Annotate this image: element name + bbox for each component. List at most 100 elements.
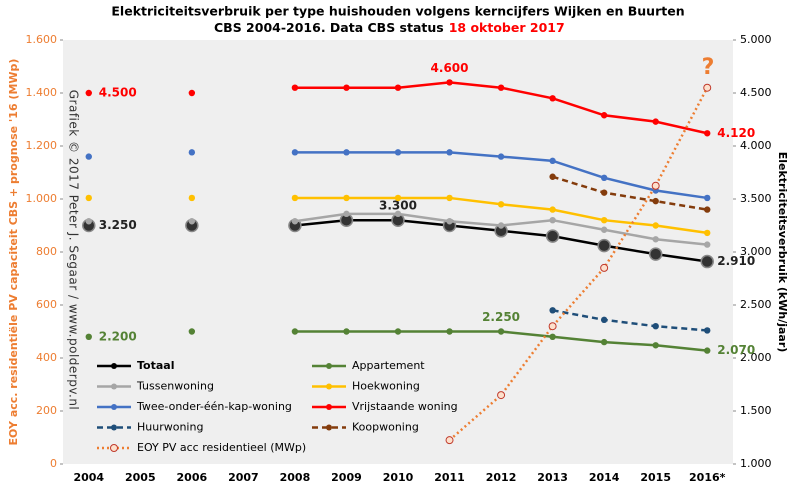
marker [446, 328, 453, 335]
y-axis-title: EOY acc. residentiële PV capaciteit CBS … [7, 59, 20, 446]
marker [700, 254, 714, 269]
marker [600, 263, 609, 272]
marker [446, 79, 453, 86]
marker [600, 217, 608, 224]
y-tick-label: 200 [36, 404, 57, 417]
marker [652, 323, 659, 330]
marker [446, 194, 453, 202]
marker [394, 149, 402, 156]
marker [497, 84, 505, 91]
marker [703, 83, 712, 92]
marker [704, 347, 711, 354]
legend-marker [326, 383, 332, 390]
marker [549, 333, 556, 340]
chart-title: Elektriciteitsverbruik per type huishoud… [111, 4, 684, 19]
x-tick-label: 2008 [280, 471, 311, 484]
marker [85, 153, 92, 160]
y2-tick-label: 2.000 [740, 351, 772, 364]
marker [394, 328, 402, 335]
marker [651, 181, 660, 190]
marker [600, 189, 608, 196]
legend-label: Vrijstaande woning [352, 400, 458, 413]
marker [704, 229, 711, 237]
marker [343, 84, 350, 91]
y2-tick-label: 3.000 [740, 245, 772, 258]
marker [85, 333, 92, 340]
annotation: ? [702, 55, 715, 80]
y2-tick-label: 3.500 [740, 192, 772, 205]
subtitle-date: 18 oktober 2017 [449, 20, 565, 35]
marker [549, 307, 556, 314]
data-label: 2.200 [99, 329, 137, 343]
marker [648, 247, 663, 261]
legend-marker [326, 424, 332, 431]
legend-marker [111, 424, 117, 431]
marker [497, 222, 505, 229]
x-tick-label: 2005 [125, 471, 156, 484]
marker [394, 210, 402, 218]
x-tick-label: 2009 [331, 471, 362, 484]
y-tick-label: 1.400 [26, 86, 58, 99]
y2-tick-label: 1.500 [740, 404, 772, 417]
marker [704, 130, 711, 137]
marker [85, 194, 92, 202]
marker [343, 210, 350, 218]
x-tick-label: 2011 [434, 471, 465, 484]
y-tick-label: 1.200 [26, 139, 58, 152]
marker [394, 84, 402, 91]
marker [548, 322, 557, 331]
y2-tick-label: 5.000 [740, 33, 772, 46]
marker [549, 95, 556, 102]
marker [497, 391, 506, 400]
marker [291, 149, 299, 156]
marker [291, 218, 299, 225]
marker [445, 436, 454, 445]
x-tick-label: 2014 [589, 471, 620, 484]
data-label: 3.250 [99, 218, 137, 232]
y-tick-label: 1.600 [26, 33, 58, 46]
marker [704, 241, 711, 248]
marker [652, 236, 659, 243]
marker [188, 328, 196, 335]
marker [549, 173, 556, 180]
data-label: 2.910 [717, 254, 755, 268]
y-tick-label: 600 [36, 298, 57, 311]
series-line [552, 175, 708, 211]
y-tick-label: 800 [36, 245, 57, 258]
marker [497, 153, 505, 160]
x-tick-label: 2016* [689, 471, 726, 484]
legend-label: Huurwoning [137, 421, 203, 434]
y2-tick-label: 1.000 [740, 457, 772, 470]
marker [652, 197, 659, 205]
y2-tick-label: 4.000 [740, 139, 772, 152]
marker [600, 174, 608, 181]
marker [549, 157, 556, 165]
legend-label: EOY PV acc residentieel (MWp) [137, 441, 306, 454]
chart-subtitle: CBS 2004-2016. Data CBS status 18 oktober… [214, 20, 565, 35]
marker [188, 89, 196, 97]
marker [652, 342, 659, 349]
legend-marker [111, 404, 117, 410]
legend-marker [111, 363, 117, 369]
legend-label: Totaal [137, 359, 174, 372]
marker [291, 328, 299, 335]
legend-label: Twee-onder-één-kap-woning [136, 400, 292, 413]
marker [497, 328, 505, 335]
legend-marker [111, 383, 117, 390]
marker [188, 194, 196, 202]
marker [497, 201, 505, 208]
x-tick-label: 2007 [228, 471, 259, 484]
subtitle-text: CBS 2004-2016. Data CBS status [214, 20, 444, 35]
marker [652, 118, 659, 125]
y2-tick-label: 4.500 [740, 86, 772, 99]
legend-label: Appartement [352, 359, 425, 372]
marker [704, 327, 711, 334]
marker [549, 206, 556, 213]
marker [188, 149, 196, 156]
data-label: 4.120 [717, 126, 755, 140]
x-tick-label: 2004 [73, 471, 104, 484]
data-label: 2.070 [717, 343, 755, 357]
x-tick-label: 2012 [486, 471, 517, 484]
x-tick-label: 2015 [640, 471, 671, 484]
marker [600, 226, 608, 233]
